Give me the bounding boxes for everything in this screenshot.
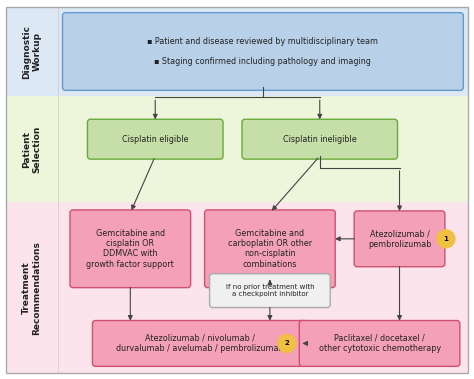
Text: Cisplatin eligible: Cisplatin eligible bbox=[122, 135, 189, 144]
Text: If no prior treatment with
a checkpoint inhibitor: If no prior treatment with a checkpoint … bbox=[226, 284, 314, 297]
Text: Cisplatin ineligible: Cisplatin ineligible bbox=[283, 135, 356, 144]
FancyBboxPatch shape bbox=[87, 119, 223, 159]
FancyBboxPatch shape bbox=[205, 210, 335, 288]
Bar bbox=[6, 202, 468, 373]
Text: Gemcitabine and
carboplatin OR other
non-cisplatin
combinations: Gemcitabine and carboplatin OR other non… bbox=[228, 229, 312, 269]
Text: Atezolizumab /
pembrolizumab: Atezolizumab / pembrolizumab bbox=[368, 229, 431, 249]
FancyBboxPatch shape bbox=[92, 321, 308, 366]
Bar bbox=[6, 7, 468, 96]
FancyBboxPatch shape bbox=[210, 274, 330, 308]
Text: Diagnostic
Workup: Diagnostic Workup bbox=[22, 25, 41, 78]
Text: 2: 2 bbox=[284, 340, 289, 346]
Text: Atezolizumab / nivolumab /
durvalumab / avelumab / pembrolizumab: Atezolizumab / nivolumab / durvalumab / … bbox=[116, 334, 284, 353]
FancyBboxPatch shape bbox=[63, 13, 463, 90]
Text: Gemcitabine and
cisplatin OR
DDMVAC with
growth factor support: Gemcitabine and cisplatin OR DDMVAC with… bbox=[86, 229, 174, 269]
FancyBboxPatch shape bbox=[354, 211, 445, 267]
Circle shape bbox=[278, 334, 296, 352]
Circle shape bbox=[437, 230, 455, 248]
Text: Treatment
Recommendations: Treatment Recommendations bbox=[22, 241, 41, 335]
Text: Paclitaxel / docetaxel /
other cytotoxic chemotherapy: Paclitaxel / docetaxel / other cytotoxic… bbox=[319, 334, 441, 353]
FancyBboxPatch shape bbox=[242, 119, 398, 159]
FancyBboxPatch shape bbox=[299, 321, 460, 366]
Text: Patient
Selection: Patient Selection bbox=[22, 125, 41, 173]
Bar bbox=[6, 96, 468, 202]
FancyBboxPatch shape bbox=[70, 210, 191, 288]
Text: ▪ Patient and disease reviewed by multidisciplinary team

▪ Staging confirmed in: ▪ Patient and disease reviewed by multid… bbox=[147, 37, 378, 66]
Text: 1: 1 bbox=[444, 236, 448, 242]
